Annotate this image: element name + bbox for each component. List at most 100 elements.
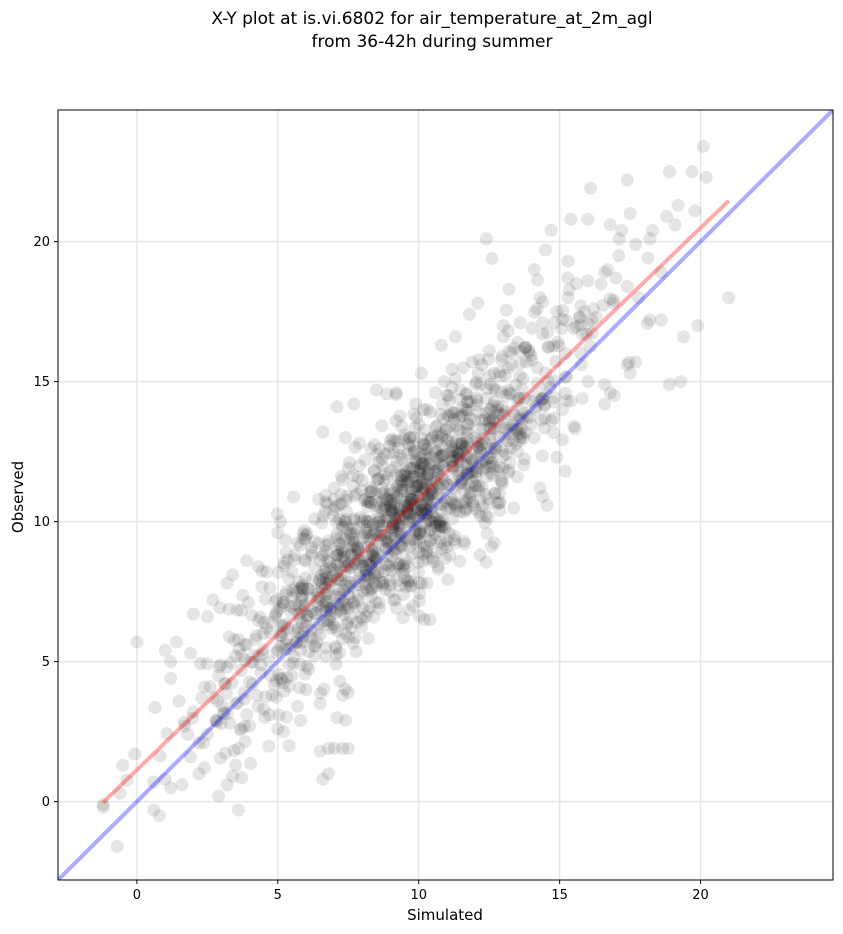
data-point — [480, 527, 494, 541]
data-point — [370, 545, 383, 559]
data-point — [473, 493, 487, 507]
data-point — [246, 677, 259, 691]
data-point — [420, 540, 434, 553]
data-point — [401, 507, 415, 521]
chart-title-line-1: X-Y plot at is.vi.6802 for air_temperatu… — [211, 9, 652, 29]
data-point — [364, 496, 377, 510]
data-point — [522, 343, 536, 357]
data-point — [473, 445, 487, 459]
data-point — [342, 533, 356, 547]
data-point — [440, 540, 454, 554]
data-point — [444, 493, 458, 506]
data-point — [213, 751, 227, 765]
data-point — [564, 394, 578, 408]
data-point — [472, 505, 486, 519]
data-point — [465, 466, 479, 480]
data-point — [493, 496, 507, 510]
data-point — [491, 400, 505, 414]
data-point — [435, 513, 449, 527]
data-point — [419, 507, 433, 521]
data-point — [559, 386, 573, 400]
data-point — [502, 463, 516, 477]
data-point — [346, 526, 360, 540]
data-point — [359, 564, 373, 578]
data-point — [418, 438, 432, 452]
data-point — [455, 437, 469, 450]
data-point — [313, 573, 326, 587]
data-point — [433, 518, 447, 532]
data-point — [484, 540, 498, 553]
data-point — [444, 406, 458, 420]
data-point — [456, 400, 470, 414]
data-point — [484, 441, 498, 455]
data-point — [513, 411, 527, 425]
data-point — [493, 365, 507, 379]
data-point — [341, 615, 355, 629]
data-point — [506, 434, 520, 448]
data-point — [380, 387, 394, 401]
data-point — [475, 480, 489, 494]
data-point — [468, 466, 482, 480]
data-point — [308, 639, 321, 653]
data-point — [319, 488, 333, 502]
data-point — [209, 714, 223, 728]
data-point — [292, 575, 306, 589]
data-point — [308, 561, 321, 575]
data-point — [395, 452, 409, 466]
data-point — [488, 395, 501, 409]
data-point — [478, 412, 492, 426]
data-point — [609, 271, 623, 285]
data-point — [343, 575, 357, 589]
data-point — [411, 490, 425, 504]
data-point — [262, 708, 276, 722]
data-point — [323, 601, 337, 615]
data-point — [344, 526, 357, 540]
data-point — [603, 218, 617, 232]
data-point — [270, 605, 284, 618]
data-point — [441, 409, 454, 423]
data-point — [431, 451, 445, 464]
data-point — [416, 456, 430, 470]
data-point — [322, 767, 335, 781]
data-point — [461, 403, 475, 417]
data-point — [378, 529, 392, 543]
data-point — [407, 430, 421, 444]
data-point — [394, 541, 408, 555]
data-point — [296, 531, 310, 545]
data-point — [472, 353, 486, 366]
data-point — [300, 527, 314, 541]
data-point — [547, 411, 561, 425]
data-point — [612, 249, 626, 263]
data-point — [465, 355, 479, 369]
data-point — [399, 469, 412, 483]
data-point — [485, 456, 499, 470]
data-point — [254, 666, 268, 680]
data-point — [356, 559, 370, 573]
data-point — [466, 474, 480, 488]
data-point — [319, 545, 333, 559]
data-point — [528, 402, 542, 416]
data-point — [210, 715, 224, 729]
data-point — [316, 425, 330, 439]
data-point — [387, 497, 401, 511]
data-point — [247, 648, 261, 662]
data-point — [293, 713, 307, 727]
data-point — [483, 411, 496, 425]
data-point — [328, 620, 342, 634]
data-point — [364, 560, 378, 574]
data-point — [547, 374, 561, 388]
data-point — [317, 572, 330, 586]
data-point — [497, 405, 511, 419]
data-point — [169, 635, 183, 649]
data-point — [251, 614, 265, 628]
data-point — [384, 483, 397, 497]
data-point — [420, 576, 434, 590]
data-point — [226, 769, 240, 783]
data-point — [486, 399, 500, 413]
data-point — [391, 491, 405, 504]
data-point — [308, 535, 322, 548]
data-point — [488, 486, 502, 500]
data-point — [286, 656, 300, 670]
data-point — [460, 458, 474, 472]
data-point — [476, 499, 490, 513]
